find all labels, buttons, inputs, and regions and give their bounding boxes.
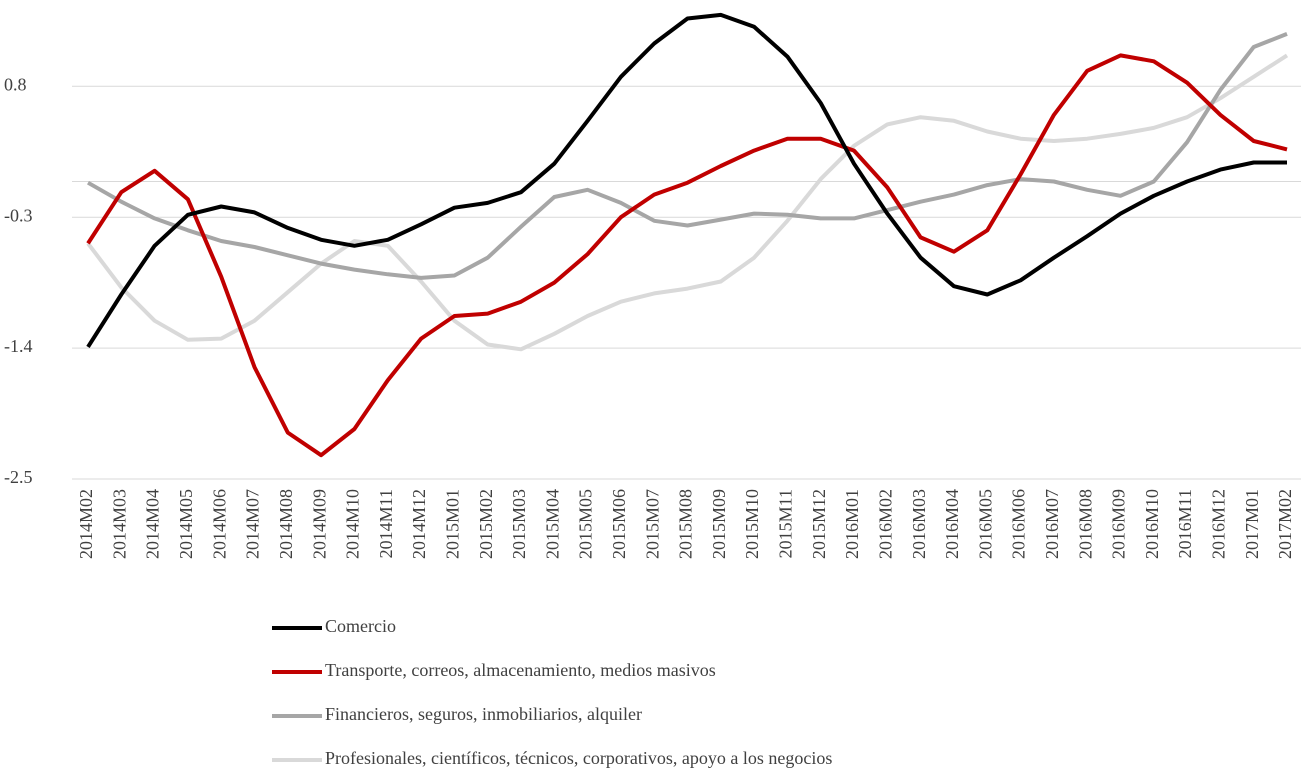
x-tick-label: 2016M07 bbox=[1042, 489, 1062, 559]
x-tick-label: 2014M04 bbox=[143, 489, 163, 559]
x-tick-label: 2014M09 bbox=[309, 489, 329, 559]
x-tick-label: 2015M11 bbox=[776, 489, 796, 558]
x-tick-label: 2016M01 bbox=[842, 489, 862, 559]
x-tick-label: 2014M10 bbox=[343, 489, 363, 559]
x-tick-label: 2014M07 bbox=[243, 489, 263, 559]
x-tick-label: 2015M10 bbox=[742, 489, 762, 559]
legend-label: Comercio bbox=[325, 616, 396, 636]
x-tick-label: 2015M12 bbox=[809, 489, 829, 559]
x-tick-label: 2016M12 bbox=[1209, 489, 1229, 559]
x-tick-label: 2014M02 bbox=[76, 489, 96, 559]
y-tick-label: -2.5 bbox=[4, 467, 33, 487]
x-tick-label: 2014M11 bbox=[376, 489, 396, 558]
x-tick-label: 2017M02 bbox=[1275, 489, 1295, 559]
x-tick-label: 2015M05 bbox=[576, 489, 596, 559]
x-tick-label: 2014M05 bbox=[176, 489, 196, 559]
x-tick-label: 2016M02 bbox=[875, 489, 895, 559]
legend-label: Profesionales, científicos, técnicos, co… bbox=[325, 748, 832, 768]
x-tick-label: 2016M05 bbox=[975, 489, 995, 559]
legend-label: Financieros, seguros, inmobiliarios, alq… bbox=[325, 704, 642, 724]
series-line bbox=[86, 53, 1288, 458]
x-tick-label: 2016M08 bbox=[1075, 489, 1095, 559]
x-tick-label: 2015M06 bbox=[609, 489, 629, 559]
x-tick-label: 2016M09 bbox=[1109, 489, 1129, 559]
y-tick-label: -0.3 bbox=[4, 205, 33, 225]
x-tick-label: 2014M06 bbox=[209, 489, 229, 559]
x-tick-label: 2015M04 bbox=[542, 489, 562, 559]
x-tick-label: 2015M07 bbox=[642, 489, 662, 559]
y-tick-label: -1.4 bbox=[4, 336, 33, 356]
x-tick-label: 2015M09 bbox=[709, 489, 729, 559]
x-tick-label: 2016M10 bbox=[1142, 489, 1162, 559]
x-tick-label: 2014M08 bbox=[276, 489, 296, 559]
x-tick-label: 2016M11 bbox=[1175, 489, 1195, 558]
x-tick-label: 2016M04 bbox=[942, 489, 962, 559]
x-tick-label: 2014M03 bbox=[109, 489, 129, 559]
legend-label: Transporte, correos, almacenamiento, med… bbox=[325, 660, 716, 680]
y-tick-label: 0.8 bbox=[4, 74, 27, 94]
series-line bbox=[86, 53, 1289, 352]
x-tick-label: 2016M06 bbox=[1009, 489, 1029, 559]
x-tick-label: 2015M03 bbox=[509, 489, 529, 559]
x-tick-label: 2017M01 bbox=[1242, 489, 1262, 559]
series-line bbox=[87, 32, 1288, 280]
x-tick-label: 2015M01 bbox=[442, 489, 462, 559]
x-tick-label: 2016M03 bbox=[909, 489, 929, 559]
series-line bbox=[86, 12, 1287, 348]
x-tick-label: 2015M02 bbox=[476, 489, 496, 559]
x-tick-label: 2014M12 bbox=[409, 489, 429, 559]
x-tick-label: 2015M08 bbox=[676, 489, 696, 559]
